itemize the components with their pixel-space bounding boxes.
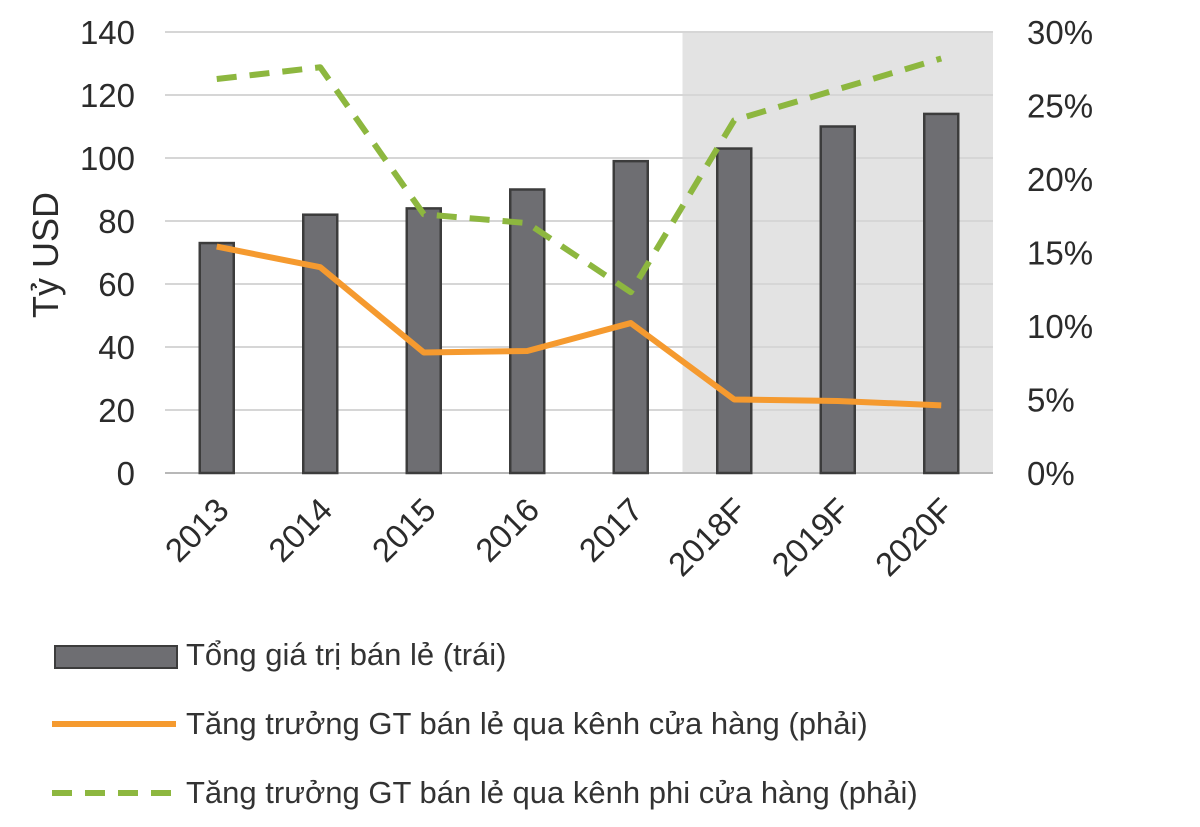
legend-label-nonstore-growth: Tăng trưởng GT bán lẻ qua kênh phi cửa h… bbox=[186, 775, 918, 811]
y-right-tick-label: 20% bbox=[1027, 161, 1093, 198]
x-tick-label: 2019F bbox=[764, 491, 856, 583]
legend-item-bar: Tổng giá trị bán lẻ (trái) bbox=[52, 620, 918, 689]
bar-2017 bbox=[614, 161, 648, 473]
y-right-tick-label: 0% bbox=[1027, 455, 1075, 492]
x-tick-label: 2015 bbox=[365, 491, 443, 569]
x-tick-label: 2013 bbox=[158, 491, 236, 569]
combo-chart: 0 20 40 60 80 100 120 140 0% 5% 10% 15% 20% 25% 30% 2… bbox=[0, 0, 1200, 620]
legend-bar-swatch bbox=[52, 637, 178, 673]
y-left-tick-label: 140 bbox=[80, 14, 135, 51]
legend-label-store-growth: Tăng trưởng GT bán lẻ qua kênh cửa hàng … bbox=[186, 706, 868, 742]
y-left-tick-label: 60 bbox=[98, 266, 135, 303]
y-right-tick-label: 25% bbox=[1027, 88, 1093, 125]
x-tick-label: 2017 bbox=[572, 491, 650, 569]
legend-dash-swatch bbox=[52, 775, 178, 811]
x-tick-label: 2020F bbox=[868, 491, 960, 583]
bar-2014 bbox=[303, 215, 337, 473]
bar-2013 bbox=[200, 243, 234, 473]
y-left-tick-label: 80 bbox=[98, 203, 135, 240]
y-left-tick-label: 120 bbox=[80, 77, 135, 114]
y-left-tick-label: 100 bbox=[80, 140, 135, 177]
y-right-tick-label: 10% bbox=[1027, 308, 1093, 345]
y-left-tick-label: 0 bbox=[117, 455, 135, 492]
y-right-tick-label: 30% bbox=[1027, 14, 1093, 51]
y-axis-left-label: Tỷ USD bbox=[25, 192, 66, 318]
y-left-tick-label: 20 bbox=[98, 392, 135, 429]
x-tick-label: 2016 bbox=[468, 491, 546, 569]
y-left-tick-label: 40 bbox=[98, 329, 135, 366]
bar-2019F bbox=[821, 127, 855, 474]
legend-item-nonstore: Tăng trưởng GT bán lẻ qua kênh phi cửa h… bbox=[52, 758, 918, 827]
y-right-tick-label: 15% bbox=[1027, 235, 1093, 272]
legend-label-total-retail: Tổng giá trị bán lẻ (trái) bbox=[186, 637, 506, 673]
legend-line-swatch bbox=[52, 706, 178, 742]
bar-2020F bbox=[924, 114, 958, 473]
y-right-tick-label: 5% bbox=[1027, 382, 1075, 419]
legend: Tổng giá trị bán lẻ (trái) Tăng trưởng G… bbox=[52, 620, 918, 827]
legend-item-store: Tăng trưởng GT bán lẻ qua kênh cửa hàng … bbox=[52, 689, 918, 758]
x-tick-label: 2018F bbox=[661, 491, 753, 583]
x-tick-label: 2014 bbox=[261, 491, 339, 569]
bar-2018F bbox=[717, 149, 751, 473]
